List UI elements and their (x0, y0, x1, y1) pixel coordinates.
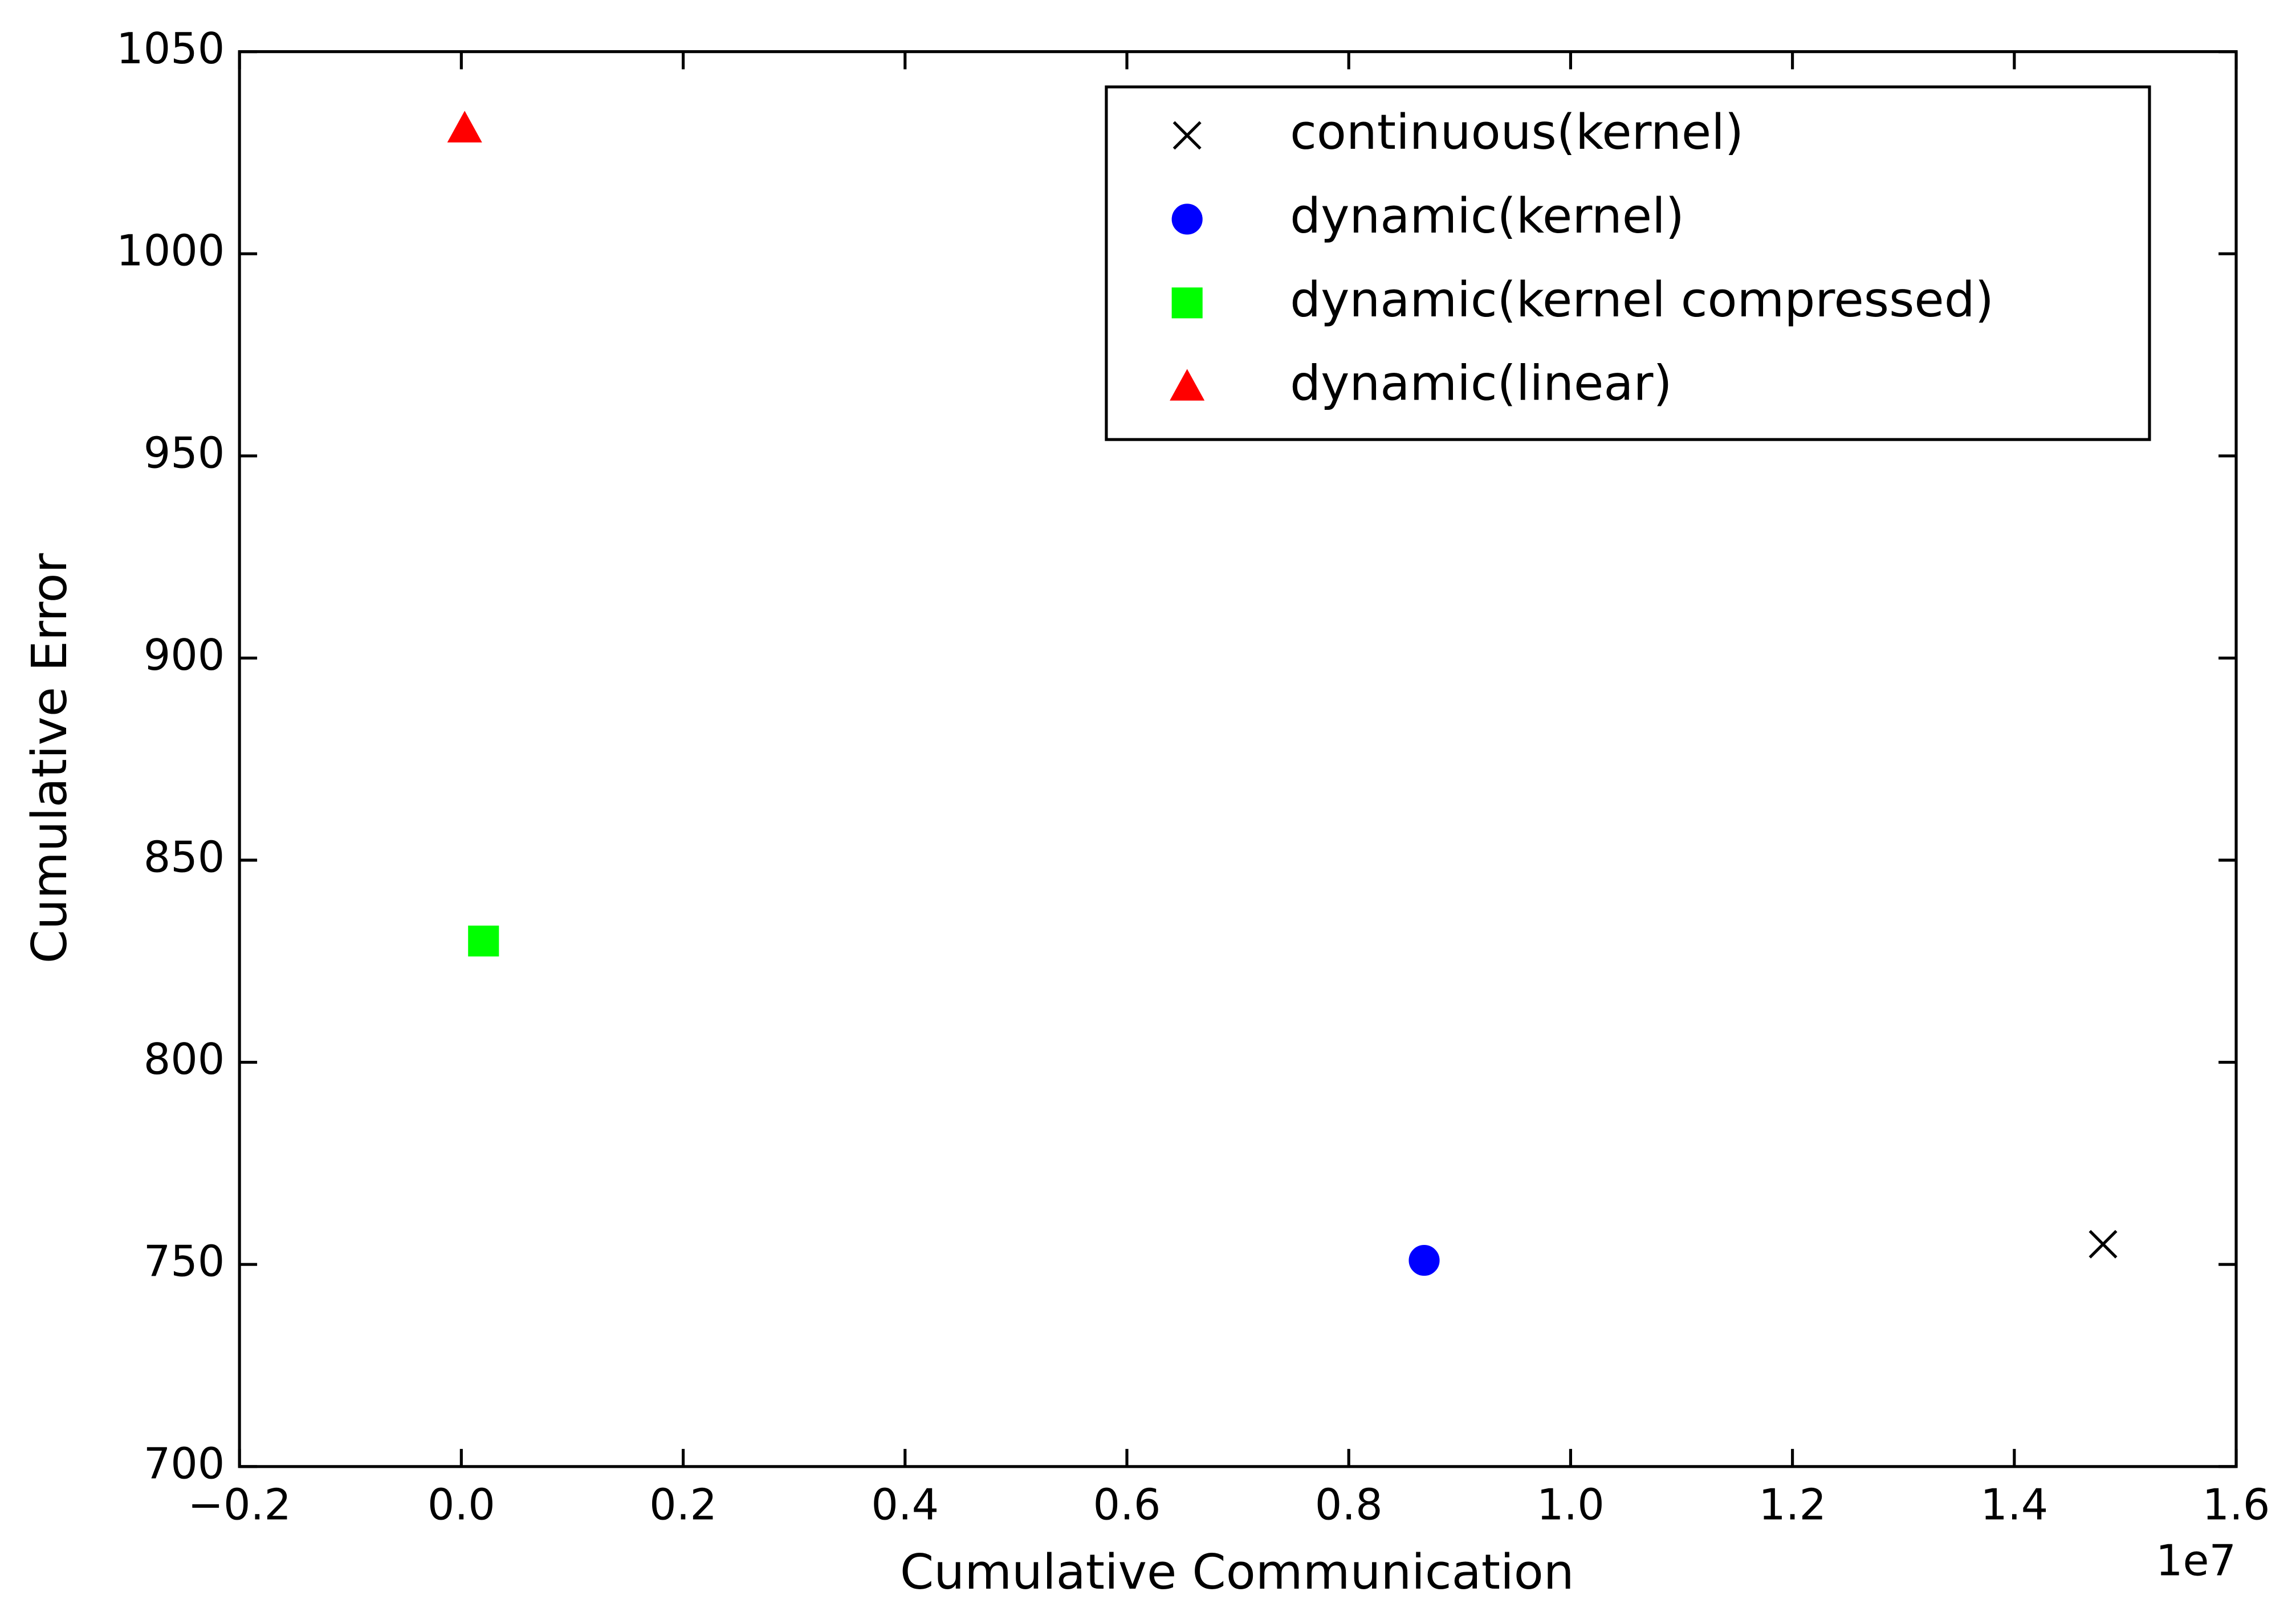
legend-marker (1171, 287, 1203, 319)
x-tick-label: 0.0 (428, 1480, 495, 1529)
y-tick-label: 900 (144, 630, 225, 680)
x-tick-label: 0.4 (871, 1480, 939, 1529)
legend (1105, 85, 2151, 441)
x-tick-label: 1.2 (1758, 1480, 1826, 1529)
legend-marker (1171, 203, 1203, 235)
x-axis-label: Cumulative Communication (900, 1544, 1574, 1601)
x-tick-label: 0.2 (649, 1480, 717, 1529)
y-tick-label: 850 (144, 833, 225, 882)
data-point (2089, 1230, 2118, 1259)
data-point (447, 111, 482, 143)
x-tick-label: −0.2 (188, 1480, 291, 1529)
x-offset-label: 1e7 (2156, 1536, 2236, 1585)
y-tick-label: 1050 (116, 24, 225, 74)
legend-label: dynamic(kernel compressed) (1290, 272, 1994, 328)
y-tick-label: 750 (144, 1237, 225, 1287)
y-tick-label: 800 (144, 1035, 225, 1084)
data-point (468, 925, 499, 957)
x-tick-label: 0.8 (1315, 1480, 1383, 1529)
x-tick-label: 1.4 (1980, 1480, 2048, 1529)
y-tick-label: 1000 (116, 226, 225, 276)
legend-marker (1170, 369, 1205, 401)
data-point (1408, 1245, 1440, 1276)
x-tick-label: 0.6 (1093, 1480, 1161, 1529)
y-tick-label: 700 (144, 1439, 225, 1488)
x-tick-label: 1.6 (2203, 1480, 2270, 1529)
y-tick-label: 950 (144, 428, 225, 478)
legend-marker (1173, 121, 1202, 150)
legend-label: dynamic(linear) (1290, 356, 1672, 412)
y-axis-label: Cumulative Error (22, 553, 78, 964)
x-tick-label: 1.0 (1537, 1480, 1605, 1529)
legend-label: continuous(kernel) (1290, 104, 1744, 161)
legend-label: dynamic(kernel) (1290, 188, 1684, 245)
